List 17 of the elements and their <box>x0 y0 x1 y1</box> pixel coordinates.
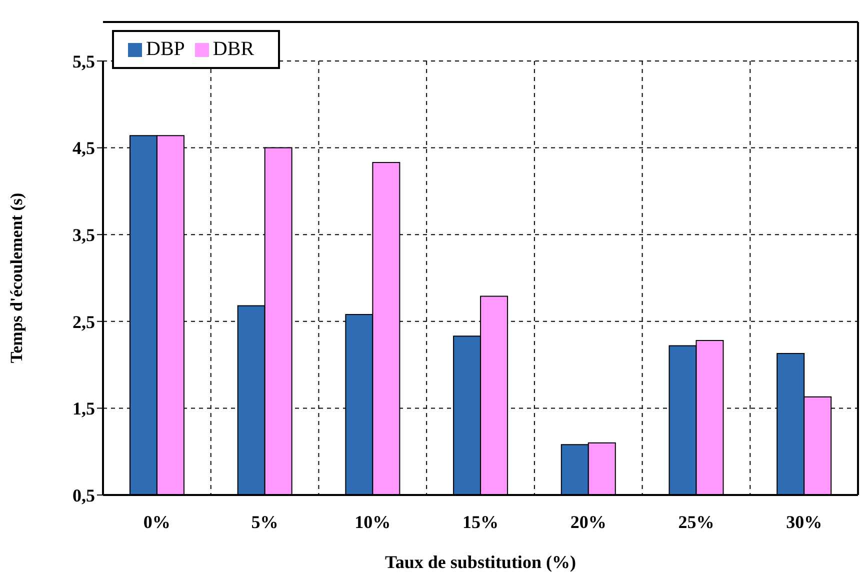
x-tick-label: 30% <box>786 512 822 532</box>
x-tick-label: 10% <box>354 512 391 532</box>
y-tick-label: 1,5 <box>72 398 95 419</box>
y-axis-title: Temps d'écoulement (s) <box>7 192 26 364</box>
y-tick-label: 3,5 <box>72 224 95 245</box>
x-tick-label: 5% <box>251 512 278 532</box>
y-tick-label: 5,5 <box>72 51 95 72</box>
x-axis-title: Taux de substitution (%) <box>385 552 576 572</box>
x-tick-label: 25% <box>678 512 714 532</box>
y-tick-label: 2,5 <box>72 312 95 332</box>
legend-label: DBP <box>146 38 185 60</box>
y-tick-label: 4,5 <box>72 138 95 158</box>
x-tick-label: 20% <box>570 512 606 532</box>
y-tick-label: 0,5 <box>72 485 95 506</box>
x-tick-label: 15% <box>462 512 498 532</box>
x-tick-label: 0% <box>143 512 170 532</box>
legend-label: DBR <box>212 38 254 60</box>
